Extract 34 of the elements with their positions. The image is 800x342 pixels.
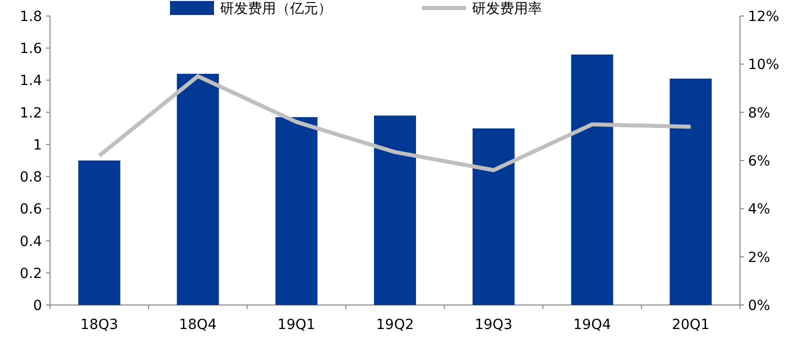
bar [374, 116, 416, 305]
bar [472, 128, 515, 305]
y2-tick-label: 6% [748, 154, 770, 170]
bar [670, 78, 712, 305]
x-tick-label: 20Q1 [672, 317, 710, 333]
y2-tick-label: 8% [748, 105, 770, 122]
y-tick-label: 1 [33, 137, 42, 154]
y-tick-label: 1.8 [20, 9, 42, 25]
y-tick-label: 0.4 [20, 234, 42, 250]
legend-label: 研发费用率 [472, 1, 542, 17]
y-tick-label: 0.6 [20, 202, 42, 218]
bar [78, 160, 120, 305]
y2-tick-label: 10% [748, 57, 780, 74]
y-tick-label: 0.8 [20, 170, 42, 186]
y-tick-label: 1.6 [20, 41, 42, 58]
x-tick-label: 19Q4 [573, 317, 612, 333]
y2-tick-label: 12% [748, 9, 780, 25]
y-tick-label: 1.2 [20, 105, 42, 122]
bar [275, 117, 318, 305]
x-tick-label: 19Q2 [376, 317, 414, 333]
y-tick-label: 0 [33, 298, 42, 314]
line-series [97, 74, 693, 172]
y-tick-label: 1.4 [20, 73, 42, 90]
legend-label: 研发费用（亿元） [220, 1, 332, 17]
x-tick-label: 18Q3 [80, 317, 118, 333]
y2-tick-label: 4% [748, 202, 770, 218]
y2-tick-label: 0% [748, 298, 770, 314]
bar [571, 54, 614, 305]
y-tick-label: 0.2 [20, 266, 42, 282]
x-tick-label: 19Q1 [278, 317, 316, 333]
x-tick-label: 18Q4 [178, 317, 217, 333]
x-tick-label: 19Q3 [474, 317, 512, 333]
bar [176, 74, 219, 305]
y2-tick-label: 2% [748, 250, 770, 266]
